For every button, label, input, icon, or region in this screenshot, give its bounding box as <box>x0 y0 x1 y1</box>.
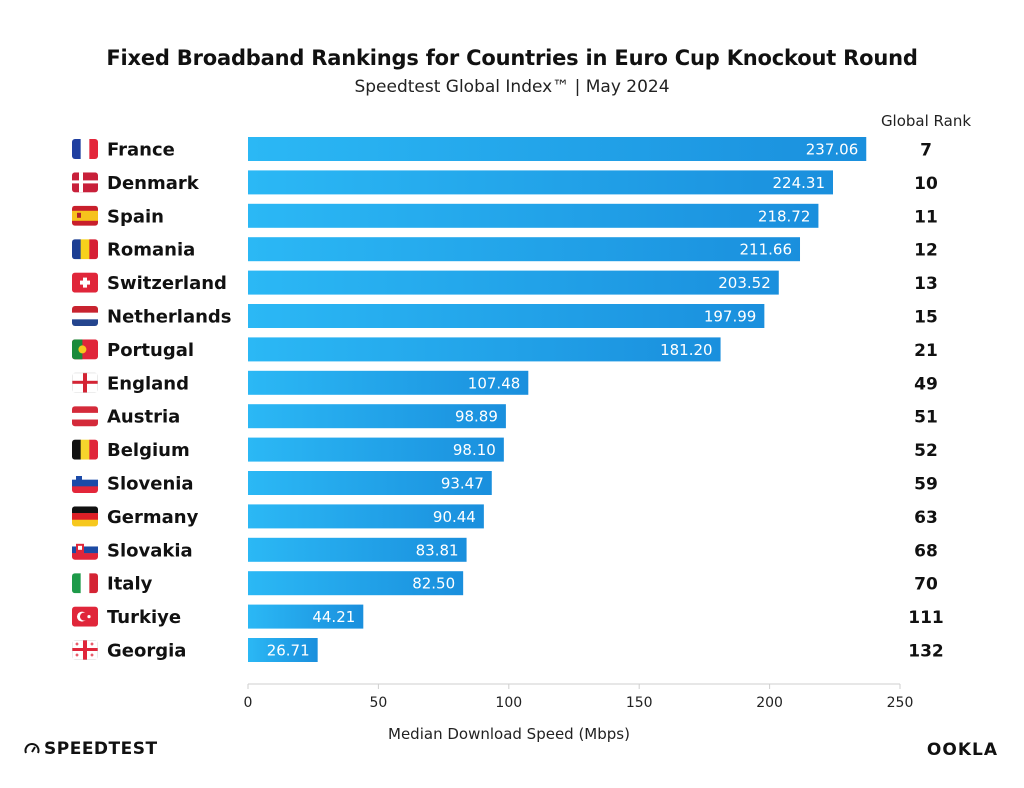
bar <box>248 537 467 562</box>
bar <box>248 304 765 328</box>
bar <box>248 571 464 596</box>
italy-flag-icon <box>72 573 98 594</box>
rank-label: 12 <box>914 241 938 261</box>
x-tick-label: 200 <box>756 695 783 711</box>
rank-label: 15 <box>914 308 938 328</box>
austria-flag-icon <box>72 406 98 427</box>
denmark-flag-icon <box>72 172 98 193</box>
x-tick-label: 250 <box>887 695 914 711</box>
x-tick-label: 0 <box>244 695 253 711</box>
portugal-flag-icon <box>72 339 98 360</box>
category-label: France <box>107 140 175 161</box>
netherlands-flag-icon <box>72 306 98 326</box>
spain-flag-icon <box>72 205 98 226</box>
data-label: 98.10 <box>453 441 496 459</box>
rank-label: 7 <box>920 141 932 161</box>
data-label: 82.50 <box>412 575 455 593</box>
category-label: Switzerland <box>107 273 227 294</box>
category-label: Spain <box>107 206 164 227</box>
data-label: 203.52 <box>718 274 771 292</box>
speedtest-logo-text: SPEEDTEST <box>44 739 158 759</box>
bar <box>248 270 779 295</box>
data-label: 26.71 <box>267 642 310 660</box>
category-label: Slovakia <box>107 540 193 561</box>
rank-label: 13 <box>914 274 938 294</box>
turkiye-flag-icon <box>72 606 98 627</box>
france-flag-icon <box>72 139 98 159</box>
speedtest-logo: SPEEDTEST <box>24 739 158 759</box>
romania-flag-icon <box>72 239 98 260</box>
x-axis-label: Median Download Speed (Mbps) <box>388 725 630 743</box>
rank-label: 68 <box>914 541 938 561</box>
data-label: 218.72 <box>758 207 811 225</box>
rank-label: 21 <box>914 341 938 361</box>
data-label: 93.47 <box>441 475 484 493</box>
rank-label: 63 <box>914 508 938 528</box>
category-label: Germany <box>107 507 199 528</box>
x-tick-label: 50 <box>369 695 387 711</box>
rank-label: 51 <box>914 408 938 428</box>
category-label: Belgium <box>107 440 190 461</box>
rank-label: 70 <box>914 575 938 595</box>
data-label: 211.66 <box>740 241 793 259</box>
georgia-flag-icon <box>72 640 98 660</box>
slovakia-flag-icon <box>72 539 98 560</box>
data-label: 90.44 <box>433 508 476 526</box>
data-label: 44.21 <box>312 608 355 626</box>
category-label: Denmark <box>107 173 200 194</box>
bar <box>248 604 364 629</box>
bar <box>248 504 484 529</box>
data-label: 98.89 <box>455 408 498 426</box>
england-flag-icon <box>72 372 98 393</box>
chart-subtitle: Speedtest Global Index™ | May 2024 <box>354 77 670 97</box>
rank-label: 10 <box>914 174 938 194</box>
category-label: Netherlands <box>107 307 232 328</box>
bar <box>248 337 721 362</box>
data-label: 224.31 <box>773 174 826 192</box>
bar <box>248 638 318 662</box>
rank-label: 52 <box>914 441 938 461</box>
bar <box>248 370 529 395</box>
category-label: Portugal <box>107 340 194 361</box>
ookla-logo: OOKLA <box>926 740 998 760</box>
chart-title: Fixed Broadband Rankings for Countries i… <box>106 46 918 70</box>
x-tick-label: 100 <box>495 695 522 711</box>
bar <box>248 404 506 429</box>
data-label: 107.48 <box>468 374 521 392</box>
switzerland-flag-icon <box>72 272 98 293</box>
data-label: 83.81 <box>416 541 459 559</box>
germany-flag-icon <box>72 506 98 527</box>
category-label: England <box>107 373 189 394</box>
data-label: 237.06 <box>806 141 859 159</box>
rank-label: 111 <box>908 608 944 628</box>
category-label: Italy <box>107 574 153 595</box>
speedometer-icon <box>24 743 40 754</box>
slovenia-flag-icon <box>72 473 98 493</box>
category-label: Austria <box>107 407 180 428</box>
rank-label: 132 <box>908 642 944 662</box>
category-label: Slovenia <box>107 474 194 495</box>
category-label: Georgia <box>107 641 186 662</box>
bar <box>248 137 867 161</box>
rank-column-header: Global Rank <box>881 112 971 130</box>
belgium-flag-icon <box>72 439 98 460</box>
bar <box>248 437 504 462</box>
category-label: Romania <box>107 240 195 261</box>
category-label: Turkiye <box>107 607 181 628</box>
bar <box>248 237 801 262</box>
rank-label: 59 <box>914 475 938 495</box>
bar <box>248 170 834 195</box>
x-tick-label: 150 <box>626 695 653 711</box>
data-label: 197.99 <box>704 308 757 326</box>
rank-label: 49 <box>914 374 938 394</box>
bar <box>248 471 492 495</box>
data-label: 181.20 <box>660 341 713 359</box>
bar <box>248 203 819 228</box>
rank-label: 11 <box>914 207 938 227</box>
